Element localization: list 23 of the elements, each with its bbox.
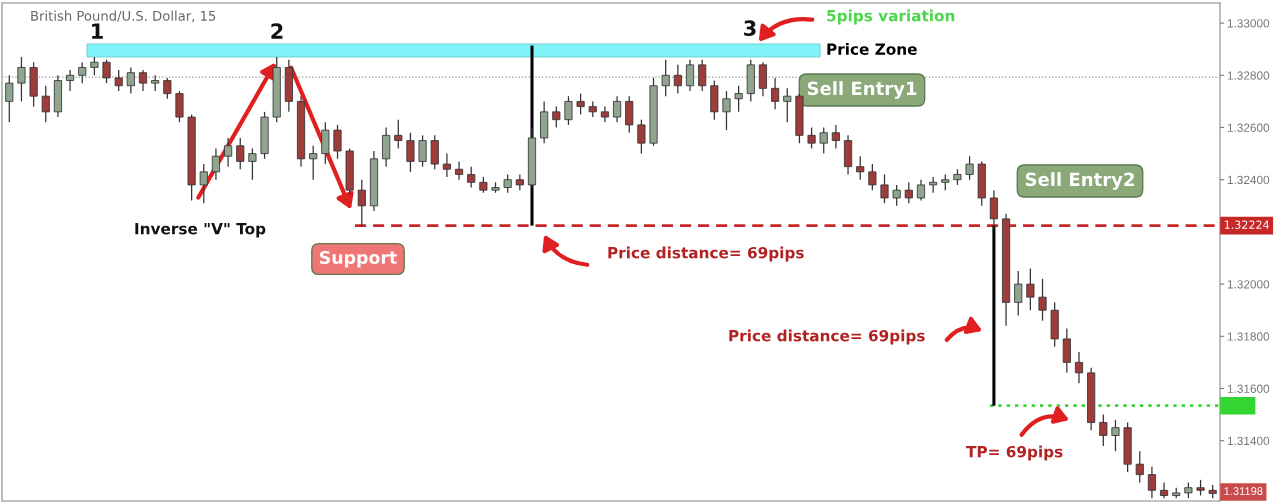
y-tick-label: 1.32000	[1227, 280, 1270, 289]
band-label: Price Zone	[827, 43, 917, 55]
y-tick-label: 1.32400	[1227, 175, 1270, 185]
ref-line-label: 1.32224	[1224, 220, 1269, 229]
text: 1.31198	[1224, 487, 1263, 495]
annotation: Price distance= 69pips	[729, 329, 925, 345]
annotation: Sell Entry1	[807, 81, 917, 99]
annotation: Inverse "V" Top	[135, 223, 266, 238]
y-tick-label: 1.32800	[1227, 71, 1270, 80]
annotation: 1	[92, 23, 103, 39]
annotation: 5pips variation	[827, 9, 955, 25]
y-tick-label: 1.31600	[1227, 384, 1270, 393]
y-tick-label: 1.33000	[1227, 19, 1270, 28]
y-tick-label: 1.31800	[1227, 332, 1270, 341]
annotation: 2	[271, 23, 283, 39]
y-tick-label: 1.32600	[1227, 123, 1270, 132]
annotation: Price distance= 69pips	[608, 246, 804, 262]
annotation: Sell Entry2	[1025, 172, 1134, 190]
annotation: 3	[744, 20, 756, 37]
text: British Pound/U.S. Dollar, 15	[31, 10, 216, 23]
annotation: Support	[319, 250, 397, 268]
annotation: TP= 69pips	[966, 445, 1063, 461]
y-tick-label: 1.31400	[1227, 436, 1270, 446]
